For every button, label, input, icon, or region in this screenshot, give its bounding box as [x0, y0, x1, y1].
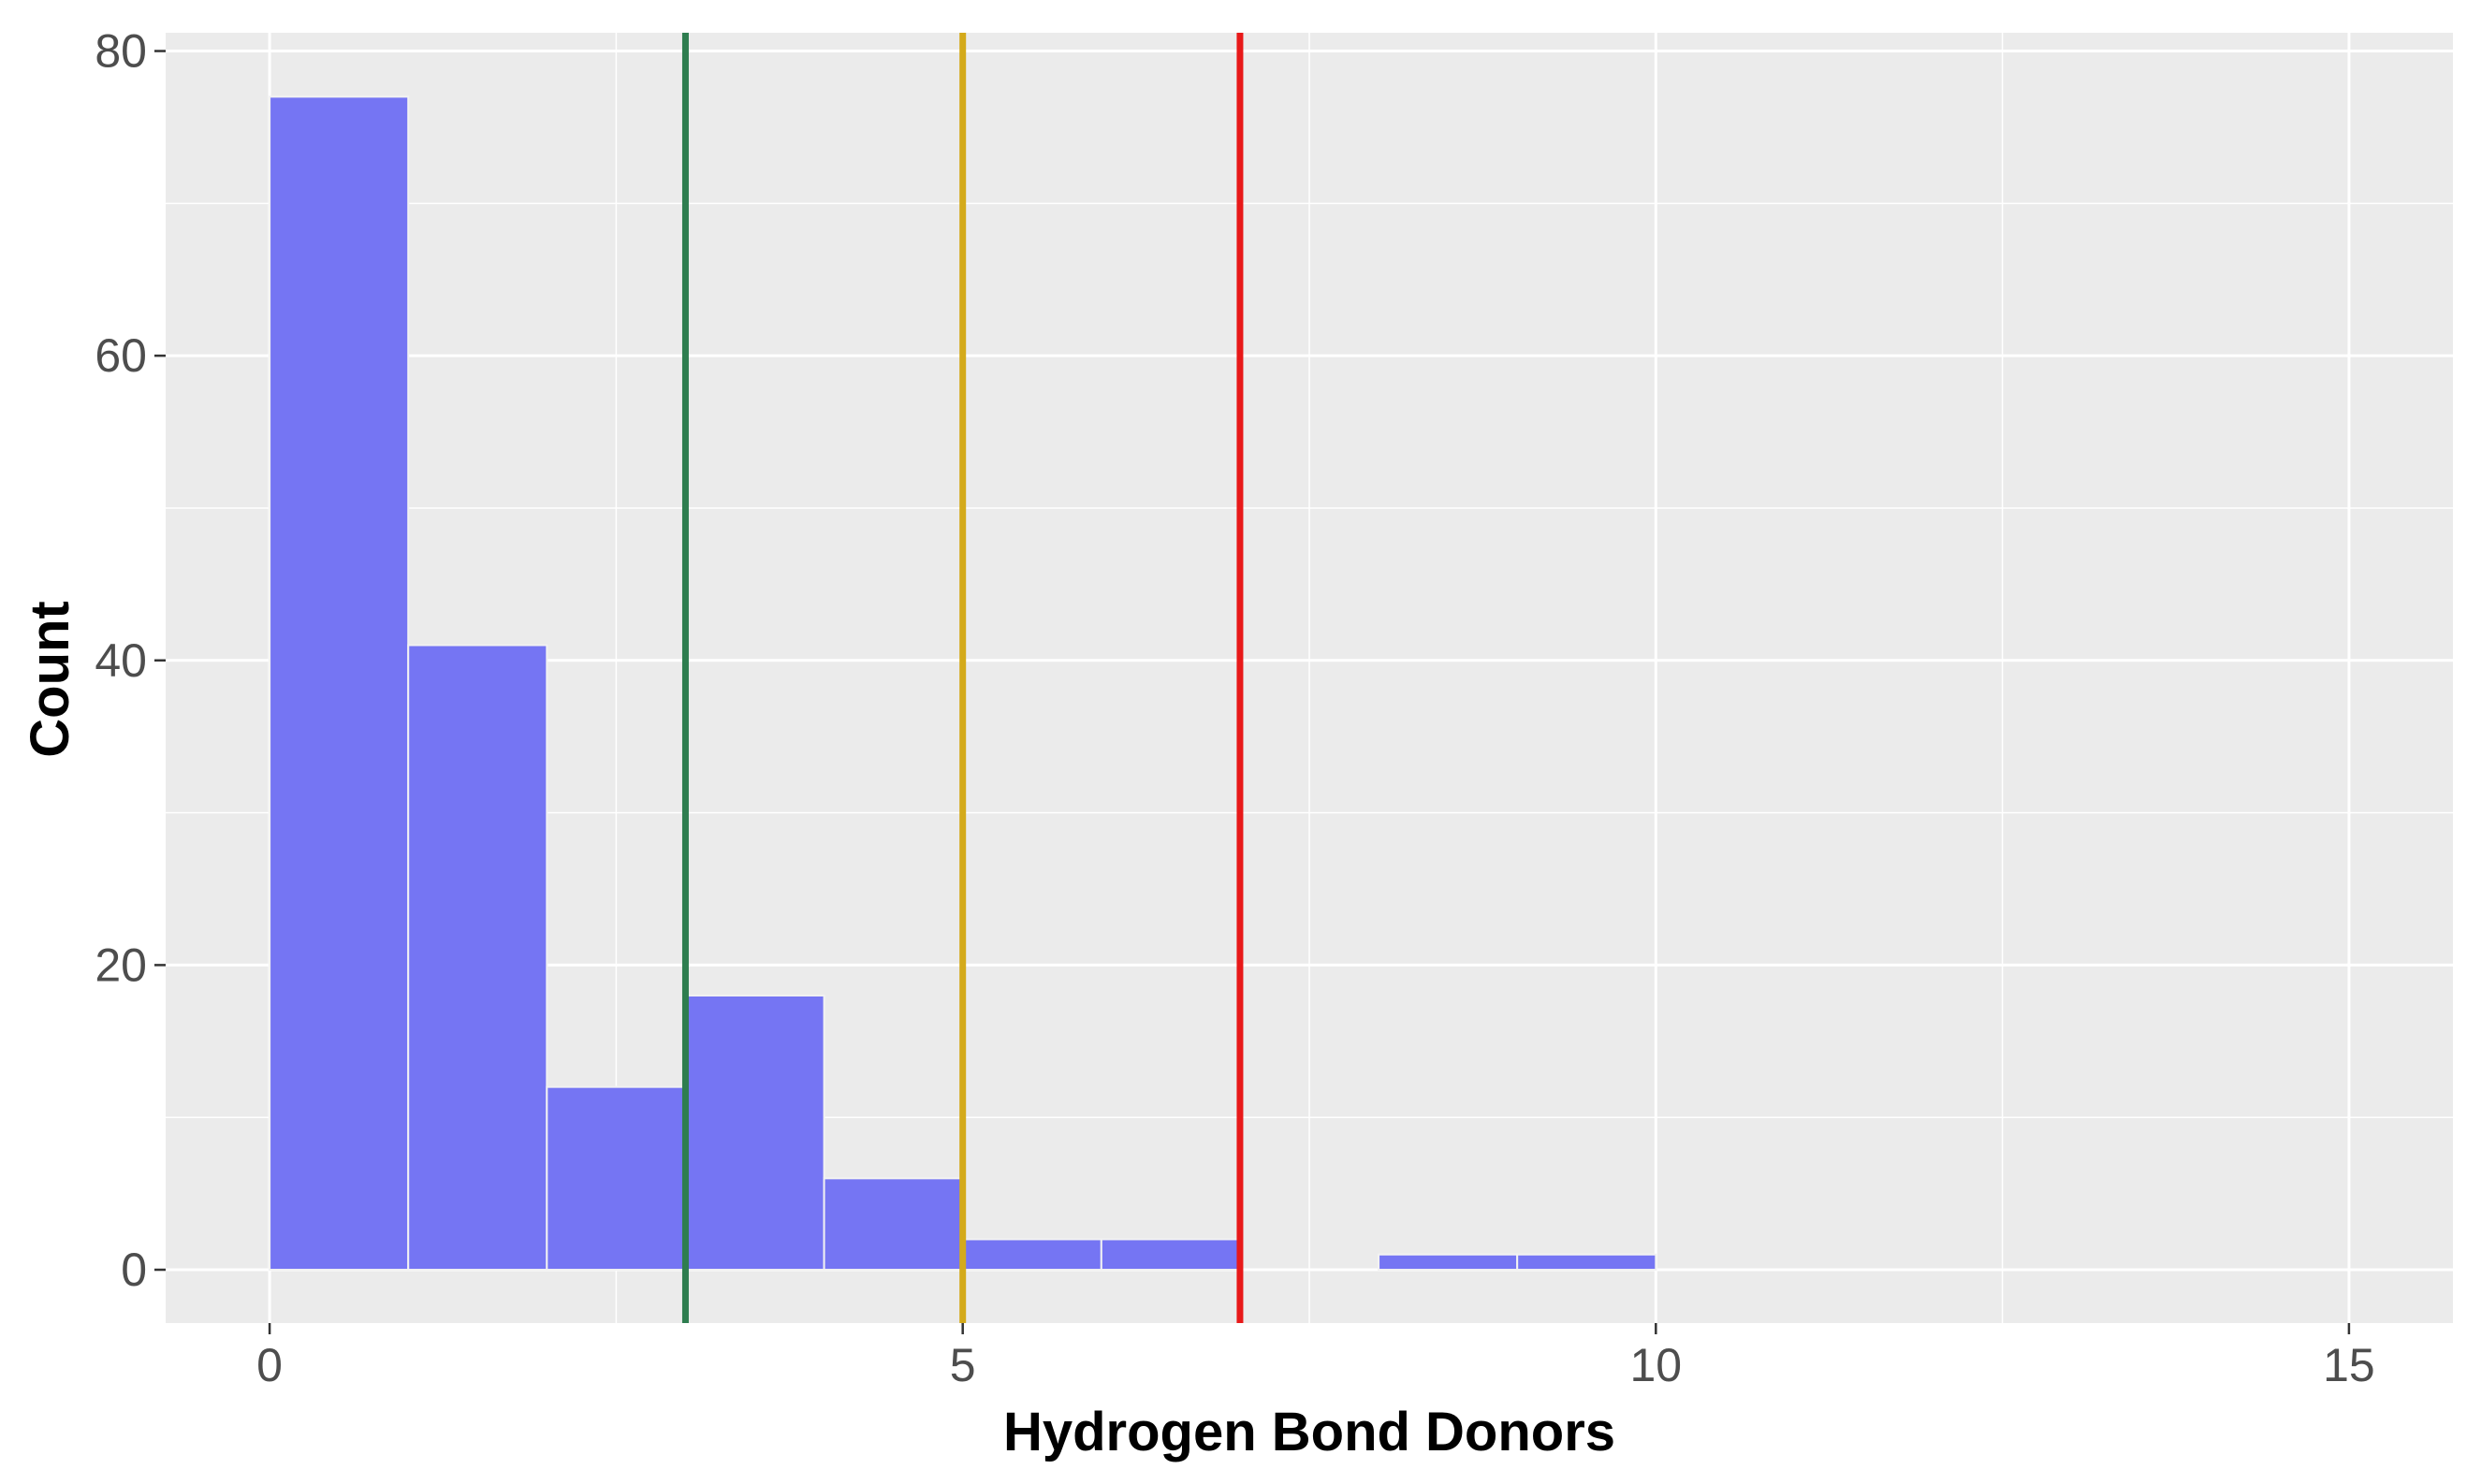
y-tick-label: 40	[95, 634, 147, 687]
histogram-bar	[269, 95, 410, 1272]
y-tick-label: 20	[95, 938, 147, 991]
histogram-bar	[1100, 1238, 1241, 1272]
x-axis-ticks: 0 5 10 15	[256, 1323, 2375, 1391]
histogram-bars	[269, 95, 1657, 1272]
histogram-bar	[1378, 1253, 1519, 1272]
reference-lines	[681, 33, 1244, 1323]
x-tick-label: 0	[256, 1339, 283, 1391]
y-tick-label: 80	[95, 25, 147, 78]
histogram-bar	[684, 994, 825, 1272]
x-tick-label: 5	[950, 1339, 976, 1391]
y-tick-label: 0	[121, 1244, 147, 1296]
histogram-bar	[823, 1177, 964, 1272]
histogram-bar	[546, 1085, 687, 1272]
histogram-bar	[407, 644, 548, 1272]
y-axis-ticks: 0 20 40 60 80	[95, 25, 166, 1296]
histogram-bar	[961, 1238, 1102, 1272]
y-axis-title: Count	[20, 601, 80, 758]
x-tick-label: 15	[2323, 1339, 2375, 1391]
y-tick-label: 60	[95, 329, 147, 382]
x-tick-label: 10	[1629, 1339, 1682, 1391]
x-axis-title: Hydrogen Bond Donors	[1003, 1402, 1615, 1462]
histogram-bar	[1516, 1253, 1657, 1272]
